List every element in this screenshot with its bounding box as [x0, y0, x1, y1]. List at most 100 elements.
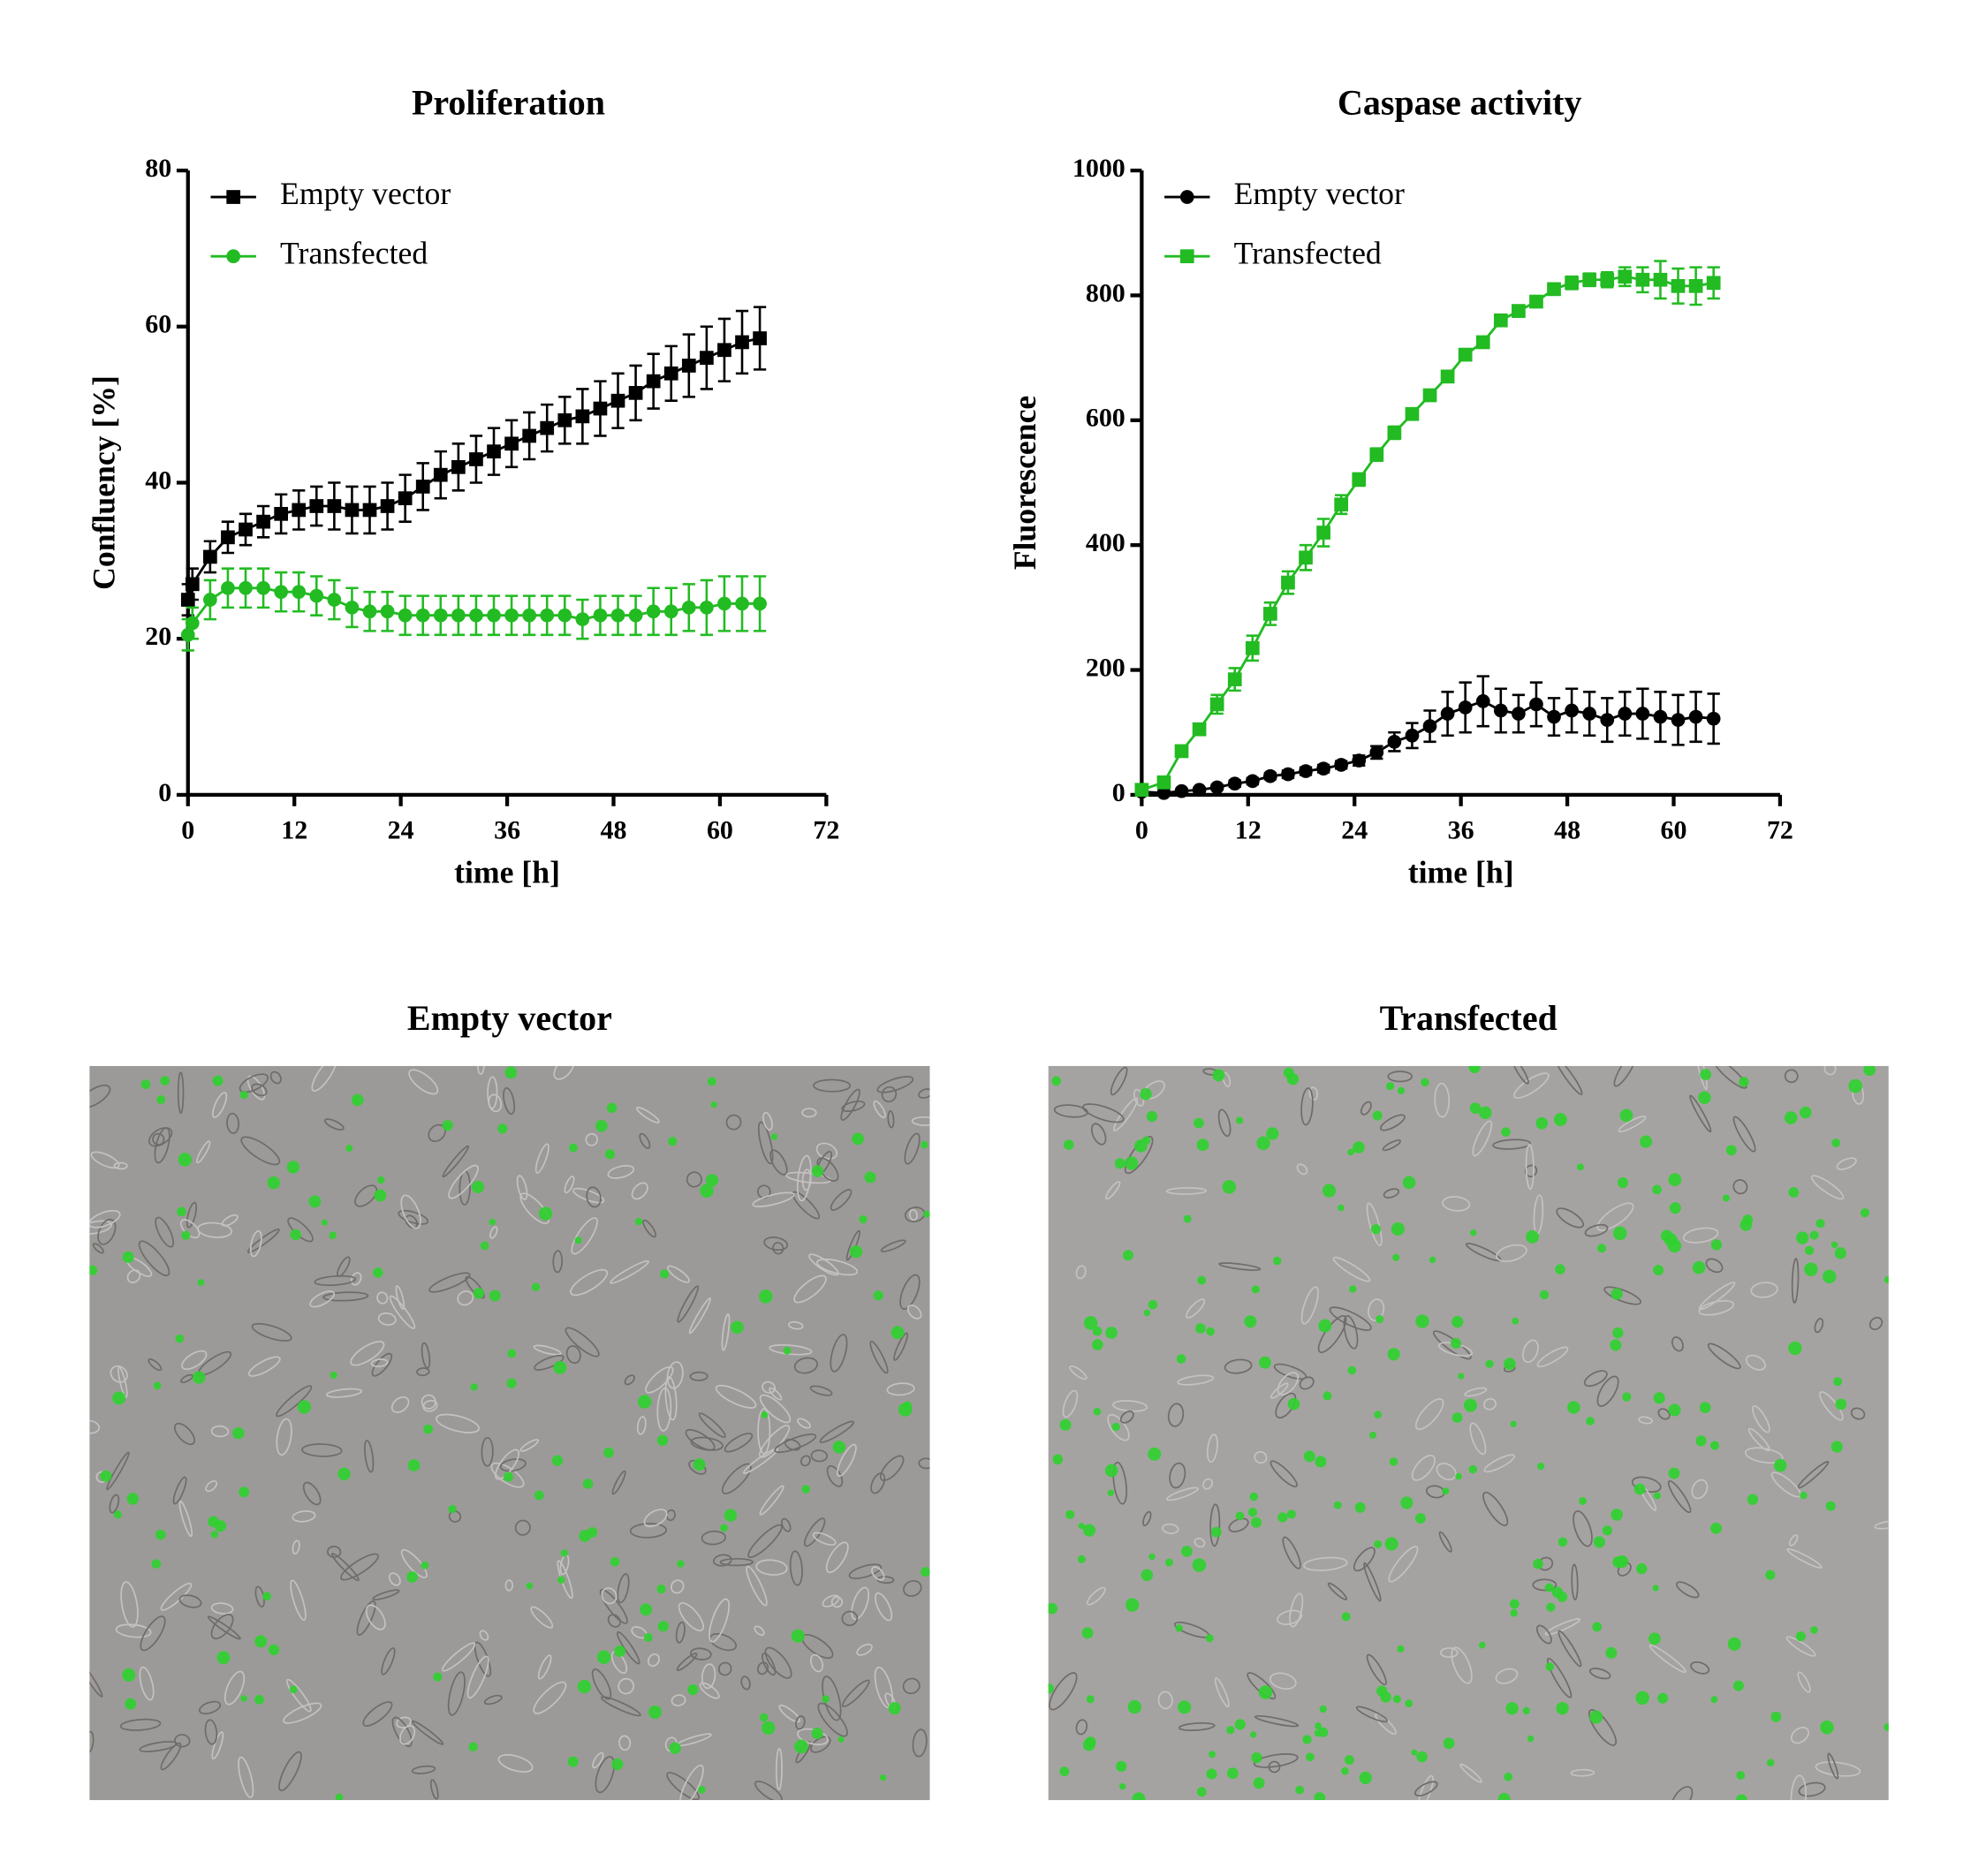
chart-title: Proliferation [412, 82, 605, 122]
green-cell [254, 1635, 268, 1648]
cell [483, 1694, 503, 1706]
x-axis-label: time [h] [454, 855, 560, 890]
green-cell [1442, 1487, 1450, 1495]
marker [239, 580, 253, 595]
cell [1798, 1781, 1826, 1797]
cell [1157, 1691, 1173, 1710]
green-cell [1617, 1176, 1629, 1189]
cell [447, 1671, 466, 1716]
green-cell [1380, 1691, 1391, 1703]
cell [1329, 1306, 1372, 1331]
green-cell [407, 1459, 421, 1471]
green-cell [1077, 1555, 1086, 1563]
green-cell [1501, 1127, 1511, 1138]
green-cell [1175, 1624, 1183, 1632]
green-cell [811, 1727, 823, 1740]
y-tick-label: 60 [145, 310, 171, 339]
cell [466, 1655, 489, 1699]
green-cell [1083, 1316, 1098, 1330]
cell [435, 1413, 481, 1433]
legend-marker [1179, 249, 1194, 264]
green-cell [1059, 1418, 1072, 1431]
green-cell [1048, 1602, 1058, 1615]
marker [1209, 780, 1224, 795]
green-cell [1555, 1264, 1565, 1275]
cell [457, 1290, 474, 1306]
green-cell [1770, 1711, 1782, 1722]
marker [1192, 722, 1207, 737]
green-cell [687, 1683, 699, 1696]
green-cell [1093, 1407, 1102, 1416]
cell [400, 1194, 421, 1229]
green-cell [1195, 1323, 1206, 1334]
green-cell [1092, 1326, 1103, 1336]
cell [106, 1451, 130, 1491]
green-cell [1522, 1706, 1531, 1715]
green-cell [1086, 1695, 1095, 1704]
green-cell [1249, 1492, 1259, 1502]
green-cell [1386, 1082, 1395, 1091]
cells [1048, 1065, 1889, 1801]
green-cell [1206, 1327, 1216, 1336]
cell [725, 1114, 742, 1131]
cell [302, 1481, 322, 1506]
cell [1062, 1389, 1079, 1418]
cell [1482, 1491, 1509, 1526]
green-cell [1251, 1517, 1262, 1528]
green-cell [1205, 1634, 1214, 1643]
green-cell [551, 1455, 564, 1466]
cell [283, 1702, 322, 1724]
cell [178, 1500, 193, 1538]
green-cell [1266, 1127, 1279, 1140]
cell [1667, 1479, 1692, 1514]
marker [345, 601, 360, 615]
legend-label: Empty vector [280, 176, 451, 211]
cell [354, 1184, 378, 1207]
y-tick-label: 0 [1112, 778, 1126, 807]
green-cell [1695, 1435, 1707, 1447]
cell [1194, 1537, 1206, 1548]
cell [365, 1604, 386, 1630]
cell [504, 1579, 514, 1592]
cell [1492, 1138, 1531, 1150]
cell [717, 1661, 732, 1676]
green-cell [1611, 1288, 1623, 1300]
green-cell [1318, 1319, 1332, 1333]
series-line [186, 337, 761, 601]
cell [1850, 1407, 1866, 1420]
cell [113, 1161, 128, 1170]
green-cell [239, 1090, 248, 1100]
cell [813, 1078, 852, 1093]
cell [340, 1553, 379, 1581]
cell [610, 1259, 649, 1284]
green-cell [1586, 1417, 1595, 1426]
cell [1209, 1503, 1221, 1547]
green-cell [1347, 1365, 1357, 1375]
green-cell [1295, 1785, 1305, 1795]
cell [1366, 1653, 1387, 1686]
cell [757, 1408, 771, 1455]
green-cell [1374, 1539, 1383, 1548]
x-tick-label: 12 [281, 816, 307, 845]
green-cell [1509, 1599, 1520, 1609]
cell [1414, 1398, 1444, 1431]
green-cell [212, 1075, 224, 1086]
cell [1691, 1479, 1709, 1500]
green-cell [1648, 1632, 1661, 1645]
green-cell [710, 1101, 717, 1108]
cell [1178, 1721, 1216, 1731]
x-tick-label: 0 [1135, 816, 1148, 845]
cell [1300, 1286, 1319, 1325]
marker [753, 331, 767, 345]
cell [689, 1371, 709, 1381]
green-cell [156, 1095, 166, 1105]
green-cell [1504, 1772, 1513, 1781]
cell [1791, 1258, 1800, 1304]
green-cell [1164, 1558, 1173, 1567]
marker [1475, 694, 1490, 708]
cell [607, 1614, 621, 1628]
cell [712, 1554, 732, 1567]
cell [1819, 1391, 1844, 1421]
cell [778, 1704, 800, 1723]
green-cell [1810, 1626, 1818, 1634]
